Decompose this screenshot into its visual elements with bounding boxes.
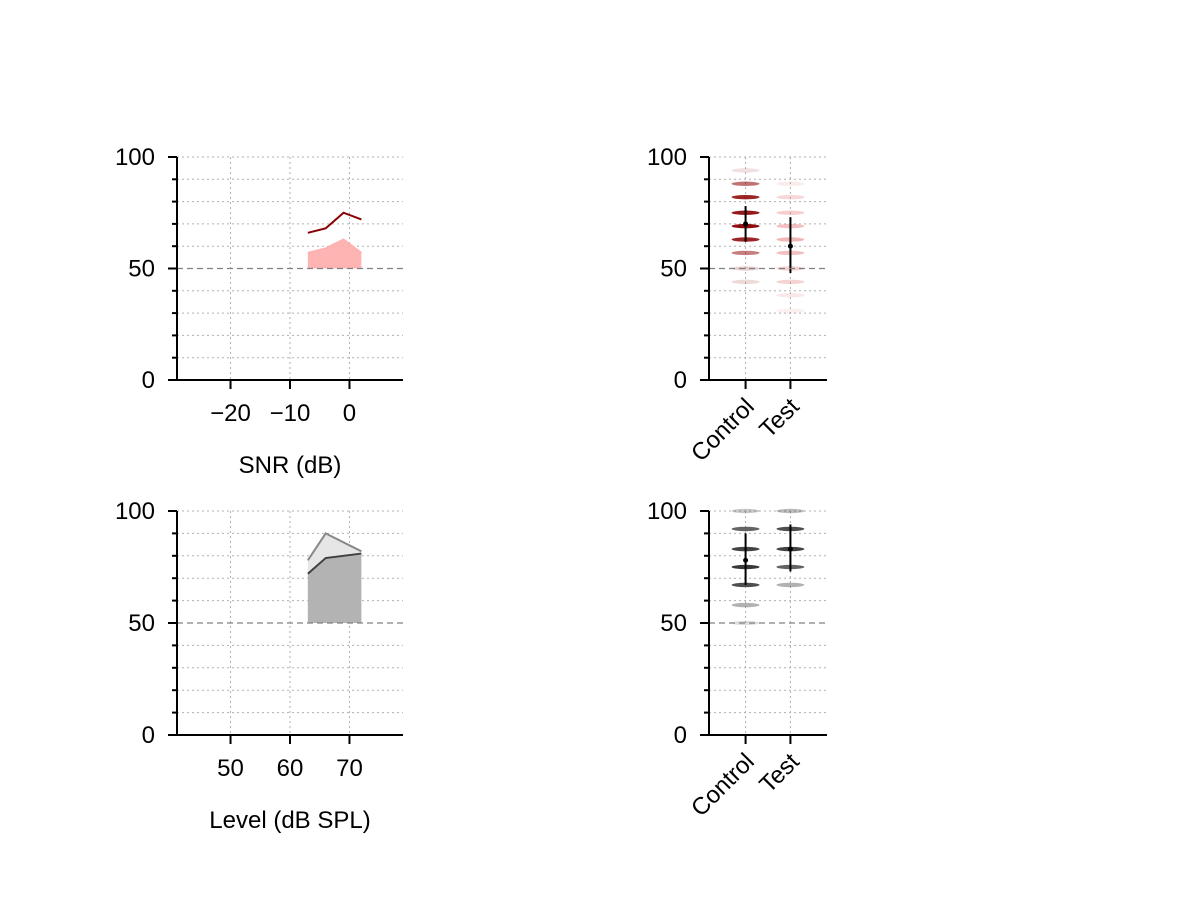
data-point	[776, 194, 805, 200]
y-tick-label: 50	[660, 610, 687, 637]
y-tick-label: 50	[128, 256, 155, 283]
mean-marker	[787, 546, 793, 552]
category-label: Test	[754, 748, 804, 798]
data-point	[731, 168, 760, 173]
category-label: Control	[686, 748, 760, 822]
series-1-area	[307, 239, 362, 269]
series-1-area	[307, 553, 362, 623]
data-point	[731, 181, 760, 186]
y-tick-label: 50	[660, 256, 687, 283]
data-point	[731, 266, 760, 271]
data-point	[731, 620, 760, 626]
x-tick-label: −20	[210, 400, 251, 427]
y-tick-label: 0	[142, 367, 155, 394]
series-1-line	[307, 552, 362, 575]
y-tick-label: 100	[115, 498, 155, 525]
data-point	[731, 194, 760, 200]
x-tick-label: −10	[270, 400, 311, 427]
x-tick-label: 70	[336, 755, 363, 782]
data-point	[776, 293, 805, 298]
y-tick-label: 100	[115, 144, 155, 171]
x-axis-label: Level (dB SPL)	[209, 807, 370, 834]
data-point	[731, 526, 760, 532]
series-0-line	[307, 211, 362, 234]
y-tick-label: 0	[142, 722, 155, 749]
data-point	[731, 250, 760, 256]
mean-marker	[787, 243, 793, 249]
y-tick-label: 50	[128, 610, 155, 637]
series-0-line	[307, 532, 362, 561]
mean-marker	[743, 557, 749, 563]
mean-marker	[743, 221, 749, 227]
category-label: Control	[686, 393, 760, 467]
data-point	[731, 279, 760, 285]
data-point	[731, 508, 760, 514]
x-axis-label: SNR (dB)	[239, 452, 342, 479]
data-point	[776, 582, 805, 588]
x-tick-label: 50	[217, 755, 244, 782]
data-point	[776, 308, 805, 314]
category-label: Test	[754, 393, 804, 443]
series-1-line	[307, 238, 362, 254]
y-tick-label: 100	[647, 144, 687, 171]
data-point	[776, 181, 805, 186]
y-tick-label: 0	[674, 367, 687, 394]
data-point	[776, 279, 805, 285]
data-point	[776, 210, 805, 215]
x-tick-label: 60	[277, 755, 304, 782]
y-tick-label: 100	[647, 498, 687, 525]
data-point	[776, 508, 805, 514]
data-point	[731, 602, 760, 608]
y-tick-label: 0	[674, 722, 687, 749]
panel-3: 0 50 100 50 60 70 Level (dB SPL)	[115, 498, 403, 834]
x-tick-label: 0	[343, 400, 356, 427]
